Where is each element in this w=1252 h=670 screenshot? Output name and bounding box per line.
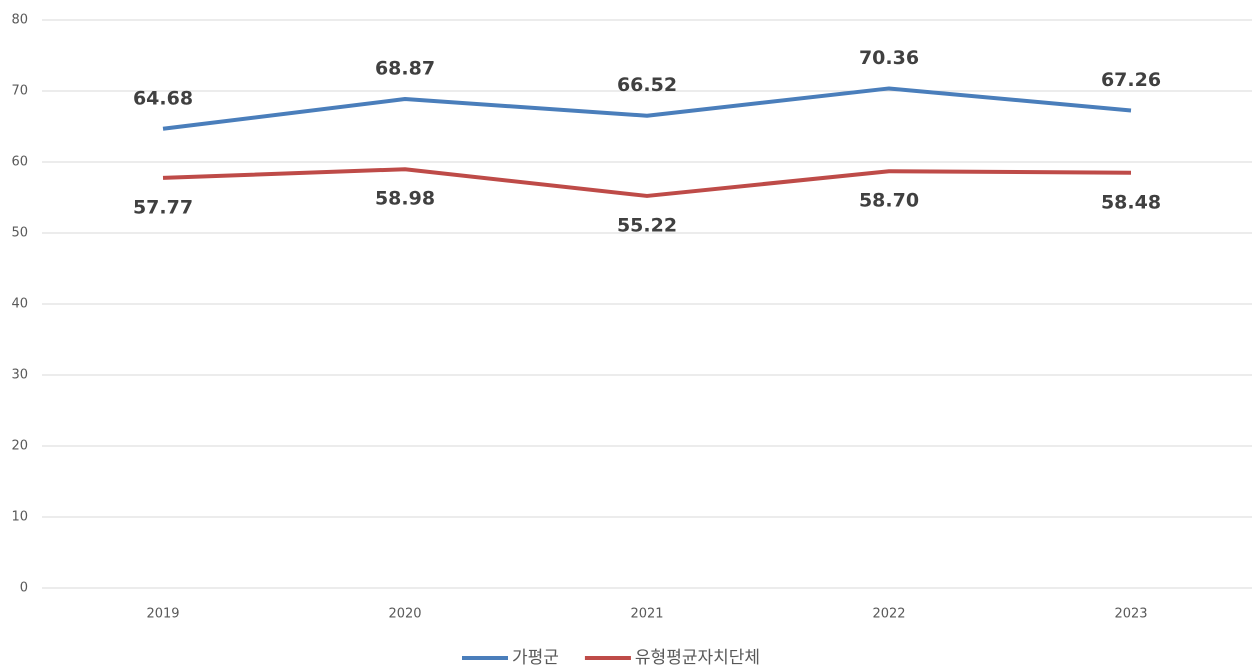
x-tick-label: 2019 <box>146 607 179 622</box>
value-label: 66.52 <box>617 74 677 96</box>
x-tick-label: 2022 <box>872 607 905 622</box>
series-line <box>162 167 1132 198</box>
value-label: 64.68 <box>133 87 193 109</box>
value-label: 55.22 <box>617 214 677 236</box>
value-label: 58.48 <box>1101 191 1161 213</box>
y-tick-label: 60 <box>11 155 28 170</box>
legend-label: 유형평균자치단체 <box>635 648 760 668</box>
x-tick-label: 2020 <box>388 607 421 622</box>
x-tick-label: 2023 <box>1114 607 1147 622</box>
y-tick-label: 10 <box>11 510 28 525</box>
y-tick-label: 40 <box>11 297 28 312</box>
series-line <box>162 86 1132 131</box>
value-label: 68.87 <box>375 58 435 80</box>
y-tick-label: 0 <box>20 581 28 596</box>
value-label: 58.70 <box>859 190 919 212</box>
y-tick-label: 70 <box>11 84 28 99</box>
value-label: 57.77 <box>133 196 193 218</box>
value-label: 58.98 <box>375 188 435 210</box>
y-tick-label: 50 <box>11 226 28 241</box>
x-tick-label: 2021 <box>630 607 663 622</box>
legend-label: 가평군 <box>512 648 559 668</box>
value-label: 70.36 <box>859 47 919 69</box>
y-tick-label: 80 <box>11 13 28 28</box>
value-label: 67.26 <box>1101 69 1161 91</box>
y-tick-label: 20 <box>11 439 28 454</box>
y-tick-label: 30 <box>11 368 28 383</box>
